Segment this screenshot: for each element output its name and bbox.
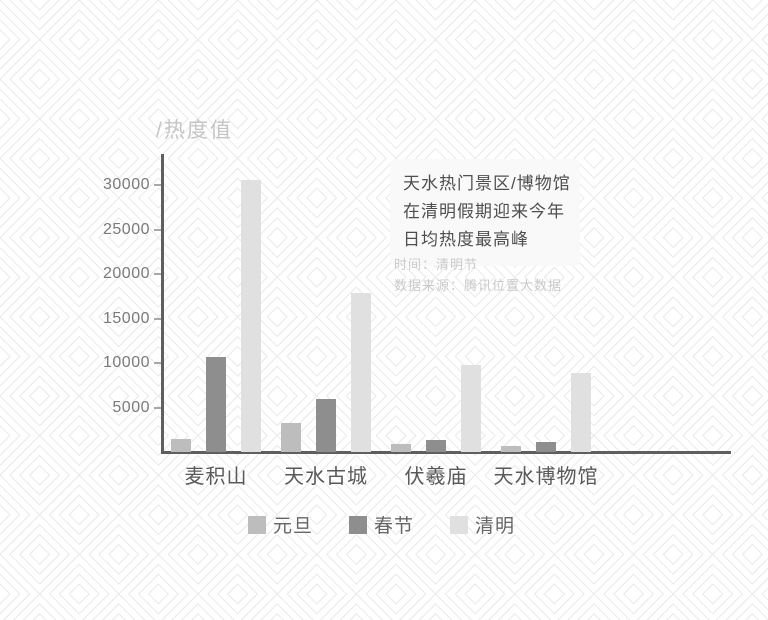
bar-s0-c0	[171, 439, 191, 452]
y-tick-mark	[154, 184, 161, 186]
bar-s2-c3	[571, 373, 591, 452]
y-tick-mark	[154, 228, 161, 231]
y-tick-mark	[154, 317, 161, 320]
bar-s0-c3	[501, 446, 521, 452]
annotation-line: 在清明假期迎来今年	[403, 202, 565, 221]
bar-s1-c0	[206, 357, 226, 452]
legend-item: 清明	[450, 511, 515, 538]
bar-s1-c3	[536, 442, 556, 452]
y-tick-label: 5000	[112, 398, 150, 416]
y-tick-label: 10000	[103, 354, 150, 371]
bar-s2-c0	[241, 180, 261, 452]
y-axis-title: /热度值	[156, 119, 233, 142]
legend-swatch	[248, 515, 266, 534]
annotation-line: 日均热度最高峰	[403, 230, 529, 249]
legend-label: 春节	[374, 516, 415, 537]
bar-s0-c2	[391, 444, 411, 452]
category-label: 伏羲庙	[404, 466, 468, 488]
category-label: 天水古城	[284, 466, 368, 488]
legend-swatch	[349, 515, 368, 534]
y-tick-label: 15000	[103, 309, 150, 327]
y-tick-label: 25000	[103, 220, 150, 238]
annotation-meta: 时间：清明节 数据来源：腾讯位置大数据	[394, 254, 562, 296]
y-tick-label: 30000	[103, 176, 150, 193]
bar-s1-c1	[316, 399, 336, 452]
legend-swatch	[450, 515, 469, 534]
y-tick-mark	[154, 362, 161, 364]
legend-item: 春节	[349, 511, 414, 538]
bar-s2-c2	[461, 365, 481, 452]
meta-source: 数据来源：腾讯位置大数据	[394, 278, 563, 293]
meta-time: 时间：清明节	[394, 257, 479, 272]
y-tick-label: 20000	[103, 265, 150, 282]
y-tick-mark	[154, 273, 161, 275]
category-label: 麦积山	[184, 466, 248, 488]
bar-s0-c1	[281, 423, 301, 452]
annotation-box: 天水热门景区/博物馆 在清明假期迎来今年 日均热度最高峰	[390, 159, 580, 266]
legend-label: 元旦	[273, 516, 314, 537]
category-label: 天水博物馆	[493, 466, 599, 488]
legend-item: 元旦	[248, 511, 313, 538]
bar-s2-c1	[351, 293, 371, 452]
x-axis-line	[161, 451, 731, 454]
y-axis-line	[161, 154, 164, 454]
annotation-line: 天水热门景区/博物馆	[403, 174, 571, 193]
y-tick-mark	[154, 406, 161, 409]
legend: 元旦 春节 清明	[248, 511, 515, 538]
legend-label: 清明	[475, 516, 516, 537]
bar-s1-c2	[426, 440, 446, 452]
